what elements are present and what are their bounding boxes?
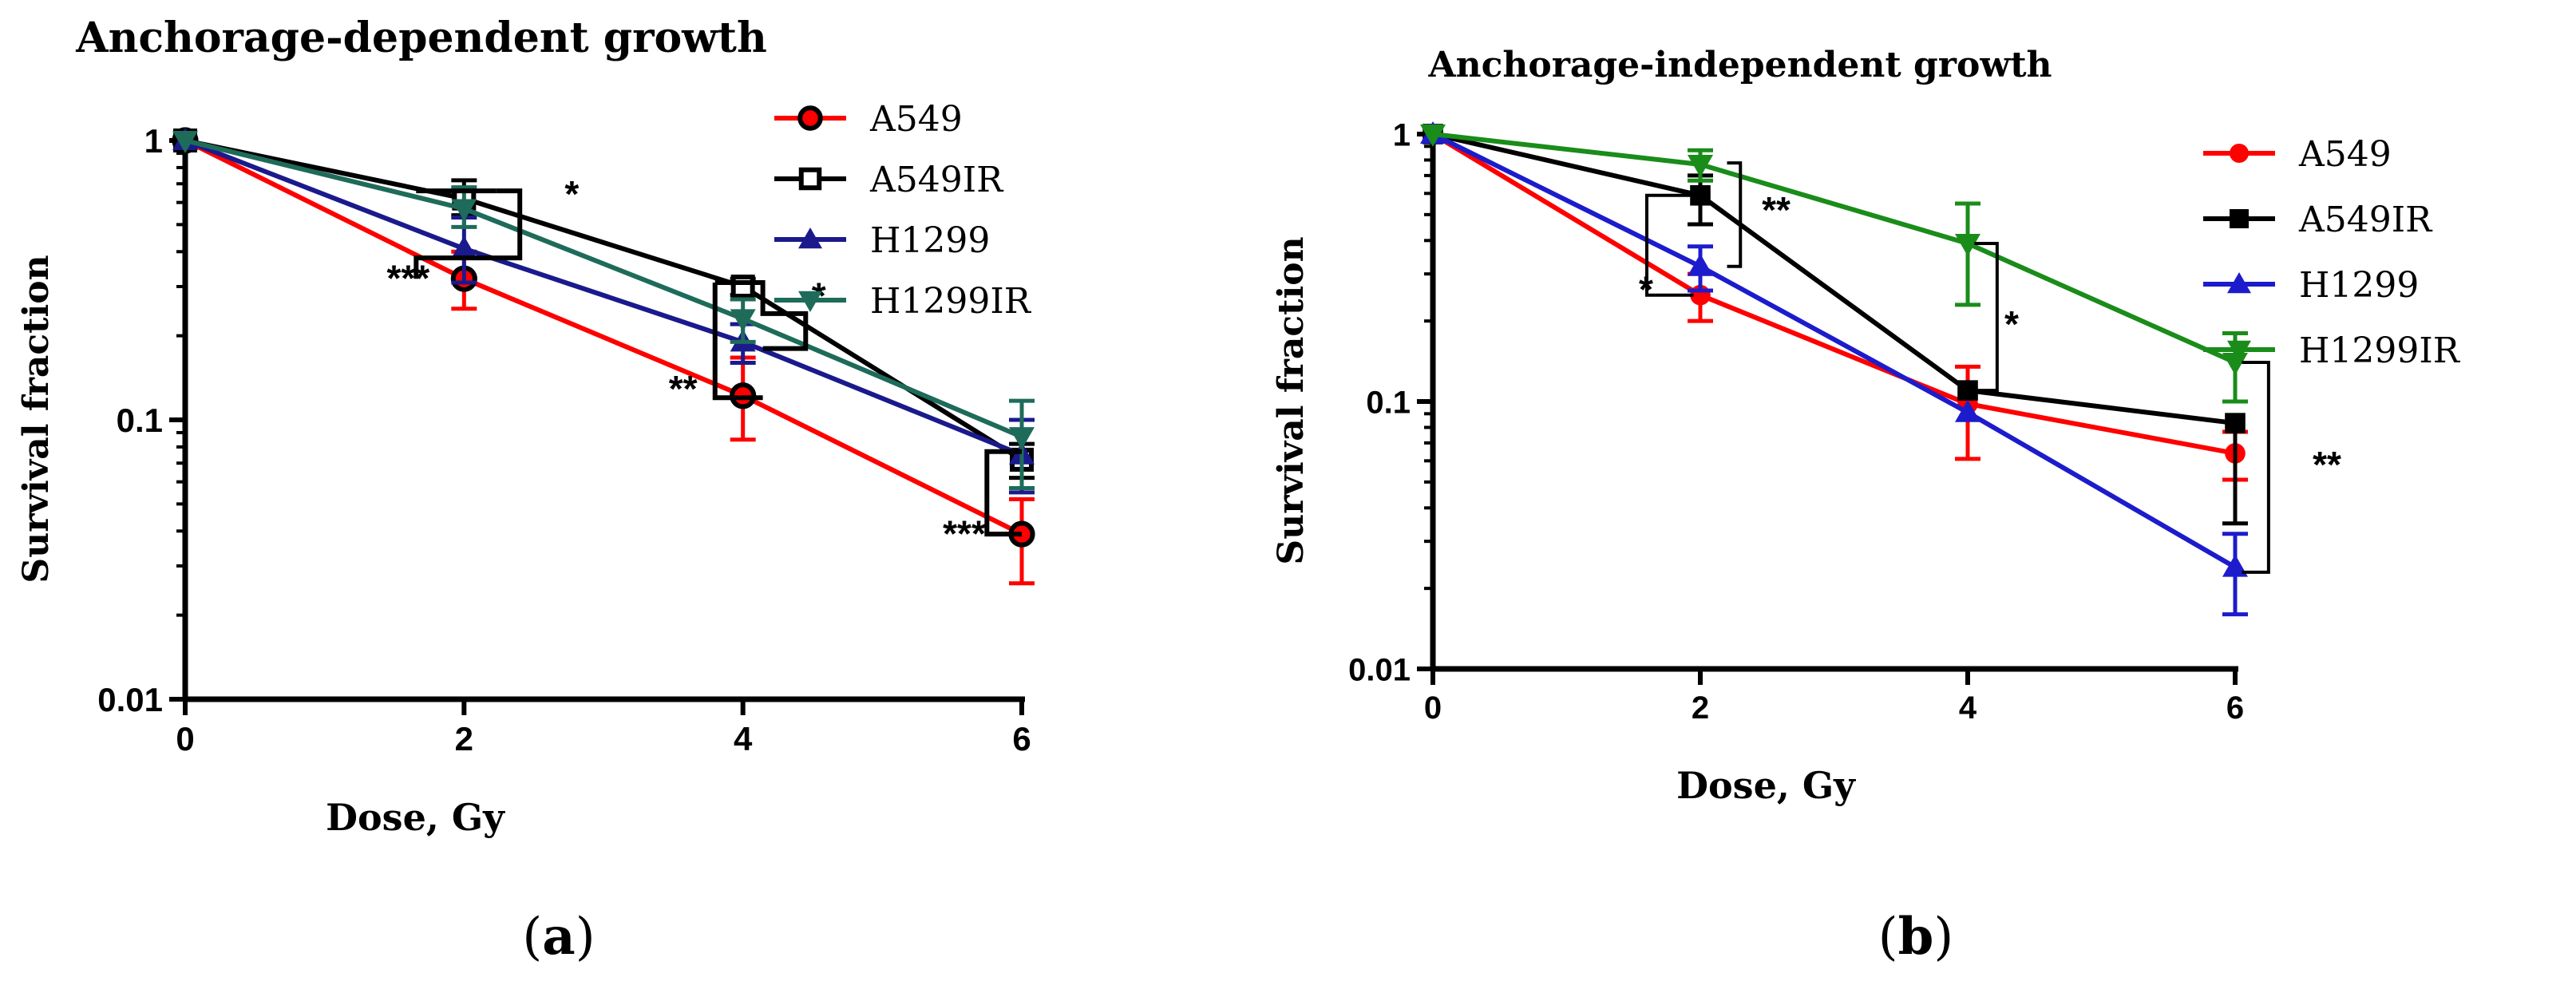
significance-annotation: * <box>1639 268 1653 310</box>
legend-marker <box>2230 209 2249 228</box>
series-line <box>184 138 1023 439</box>
x-tick-label: 6 <box>1012 720 1031 758</box>
panel-label: (a) <box>522 907 595 967</box>
bracket <box>2242 361 2270 574</box>
bracket <box>1727 161 1743 268</box>
x-axis-label: Dose, Gy <box>1676 764 1856 807</box>
legend-item: H1299IR <box>774 281 1032 322</box>
y-tick-label: 0.1 <box>1366 385 1411 420</box>
bracket <box>1974 241 1999 393</box>
chart-panel-b: Anchorage-independent growth Survival fr… <box>1271 45 2461 967</box>
significance-annotation: *** <box>386 258 429 299</box>
bracket <box>984 449 1022 537</box>
legend-label: A549IR <box>2298 200 2433 240</box>
data-point <box>730 275 755 299</box>
data-point <box>2225 413 2246 433</box>
series-line <box>184 138 1023 536</box>
series-a549 <box>1423 124 2248 482</box>
y-tick-label: 0.01 <box>97 681 163 718</box>
bracket <box>414 188 523 279</box>
data-point <box>1688 253 1713 276</box>
x-tick-label: 2 <box>455 720 473 758</box>
legend-label: H1299 <box>2299 265 2419 306</box>
data-point <box>1955 399 1980 422</box>
legend: A549 A549IR H1299 H1299IR <box>2203 134 2461 371</box>
x-tick-label: 2 <box>1692 690 1709 726</box>
data-point <box>1688 155 1713 178</box>
legend-marker <box>2230 144 2249 163</box>
legend-marker <box>798 167 822 191</box>
series-h1299ir <box>1420 125 2248 404</box>
y-axis-label: Survival fraction <box>16 255 57 583</box>
legend-item: H1299IR <box>2203 330 2461 371</box>
legend-label: A549 <box>2298 134 2392 175</box>
x-tick-label: 0 <box>176 720 194 758</box>
y-tick-label: 0.01 <box>1348 652 1411 687</box>
chart-title: Anchorage-dependent growth <box>75 14 767 62</box>
y-axis-label: Survival fraction <box>1271 236 1312 564</box>
significance-annotation: ** <box>2313 444 2341 485</box>
x-tick-label: 4 <box>1959 690 1977 726</box>
data-point <box>730 309 756 332</box>
legend-item: A549 <box>774 99 963 140</box>
data-point <box>451 199 477 222</box>
legend-item: A549IR <box>2203 200 2433 240</box>
legend-marker <box>2227 272 2251 294</box>
significance-annotation: * <box>564 173 579 215</box>
y-tick-label: 1 <box>144 122 163 160</box>
data-point <box>1955 233 1980 256</box>
y-tick-label: 0.1 <box>117 402 163 439</box>
significance-annotation: ** <box>669 368 698 409</box>
chart-title: Anchorage-independent growth <box>1427 45 2052 85</box>
plot-area: 0.010.110 2 4 6****** <box>1348 117 2341 726</box>
bracket <box>1645 193 1694 297</box>
series-line <box>1432 132 2236 426</box>
legend-item: A549IR <box>774 160 1004 200</box>
data-point <box>1420 125 1446 147</box>
series-line <box>1432 132 2237 365</box>
chart-panel-a: Anchorage-dependent growth Survival frac… <box>16 14 1035 967</box>
x-tick-label: 4 <box>734 720 753 758</box>
legend-item: H1299 <box>2203 265 2419 306</box>
significance-annotation: *** <box>943 512 986 554</box>
x-axis-label: Dose, Gy <box>326 796 505 839</box>
x-tick-label: 0 <box>1424 690 1442 726</box>
x-tick-label: 6 <box>2226 690 2244 726</box>
data-point <box>2222 353 2248 376</box>
data-point <box>2222 554 2248 577</box>
legend-label: H1299IR <box>2299 330 2461 371</box>
data-point <box>1009 427 1035 450</box>
legend-item: H1299 <box>774 220 990 261</box>
legend-label: H1299 <box>870 220 990 261</box>
legend-marker <box>797 105 823 131</box>
series-line <box>184 138 1023 462</box>
series-line <box>1431 132 2236 456</box>
series-h1299ir <box>172 131 1035 490</box>
series-line <box>184 138 1023 457</box>
panel-label: (b) <box>1878 907 1954 967</box>
bracket <box>712 283 763 401</box>
legend-item: A549 <box>2203 134 2392 175</box>
data-point <box>172 131 198 153</box>
legend-label: A549 <box>869 99 963 140</box>
bracket <box>714 280 809 351</box>
significance-annotation: ** <box>1762 189 1791 231</box>
series-h1299 <box>1420 121 2248 617</box>
legend: A549 A549IR H1299 H1299IR <box>774 99 1032 322</box>
legend-label: A549IR <box>869 160 1004 200</box>
series-line <box>1431 132 2237 570</box>
series-a549ir <box>1423 124 2248 526</box>
significance-brackets <box>1645 161 2270 574</box>
legend-marker <box>798 291 822 312</box>
legend-marker <box>798 227 822 249</box>
significance-annotation: * <box>2004 303 2019 345</box>
legend-label: H1299IR <box>870 281 1032 322</box>
significance-brackets <box>414 188 1022 537</box>
y-tick-label: 1 <box>1393 117 1411 152</box>
legend-marker <box>2227 340 2251 362</box>
data-point <box>451 235 477 259</box>
